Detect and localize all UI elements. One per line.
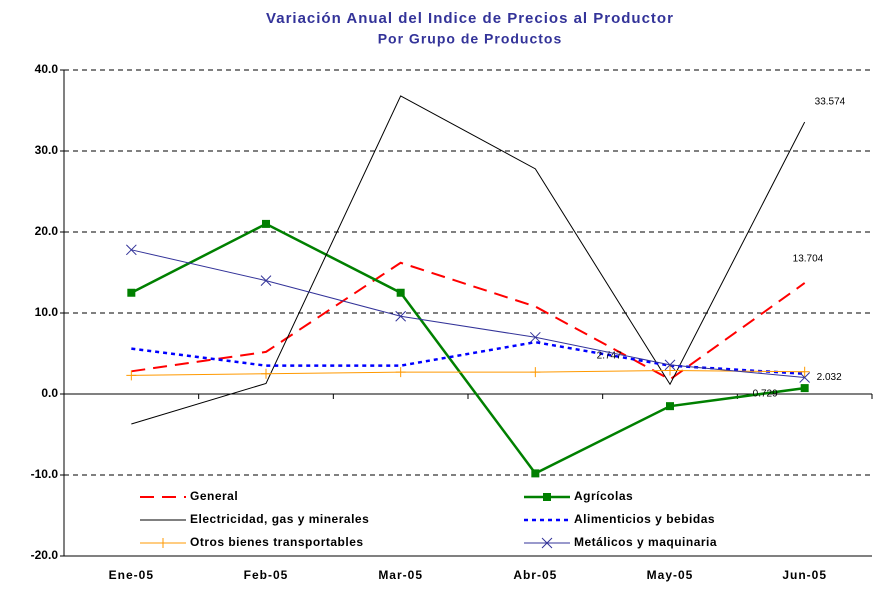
data-label: 2.747	[597, 350, 622, 361]
y-tick-label: -10.0	[31, 467, 59, 481]
marker	[664, 359, 676, 371]
legend-label: Alimenticios y bebidas	[574, 512, 715, 526]
marker	[799, 372, 811, 383]
marker	[158, 538, 168, 548]
legend-label: Otros bienes transportables	[190, 535, 364, 549]
x-tick-label: Mar-05	[378, 568, 423, 582]
chart-subtitle: Por Grupo de Productos	[378, 31, 563, 47]
y-tick-label: 40.0	[35, 62, 59, 76]
data-label: 33.574	[815, 97, 846, 108]
y-tick-label: 30.0	[35, 143, 59, 157]
marker	[665, 365, 675, 376]
marker	[543, 493, 551, 501]
line-series	[131, 261, 806, 381]
marker	[261, 368, 271, 379]
marker	[799, 366, 810, 377]
x-tick-label: Jun-05	[782, 568, 827, 582]
line-series	[131, 95, 806, 425]
chart-title: Variación Anual del Indice de Precios al…	[266, 10, 674, 27]
marker	[126, 370, 137, 381]
legend-label: Metálicos y maquinaria	[574, 535, 717, 549]
marker	[800, 384, 809, 393]
y-tick-label: 10.0	[35, 305, 59, 319]
x-tick-label: Abr-05	[513, 568, 557, 582]
line-series	[130, 222, 805, 475]
line-series	[131, 249, 805, 379]
legend-label: General	[190, 489, 238, 503]
legend-label: Electricidad, gas y minerales	[190, 512, 369, 526]
marker	[125, 244, 137, 256]
marker	[395, 310, 407, 322]
marker	[530, 367, 541, 378]
data-label: 2.032	[817, 372, 842, 383]
legend-label: Agrícolas	[574, 489, 633, 503]
y-tick-label: 20.0	[35, 224, 59, 238]
marker	[666, 402, 674, 411]
y-tick-label: 0.0	[41, 386, 58, 400]
marker	[529, 331, 541, 343]
x-tick-label: May-05	[647, 568, 694, 582]
line-series	[131, 370, 805, 376]
line-series	[131, 340, 805, 375]
marker	[396, 288, 405, 297]
marker	[531, 469, 540, 478]
marker	[127, 288, 136, 297]
marker	[395, 367, 406, 378]
data-label: 13.704	[793, 254, 824, 265]
x-tick-label: Ene-05	[109, 568, 154, 582]
marker	[262, 219, 270, 228]
y-tick-label: -20.0	[31, 548, 59, 562]
x-tick-label: Feb-05	[244, 568, 289, 582]
data-label: 0.729	[753, 389, 778, 400]
marker	[260, 275, 272, 286]
marker	[541, 537, 553, 549]
